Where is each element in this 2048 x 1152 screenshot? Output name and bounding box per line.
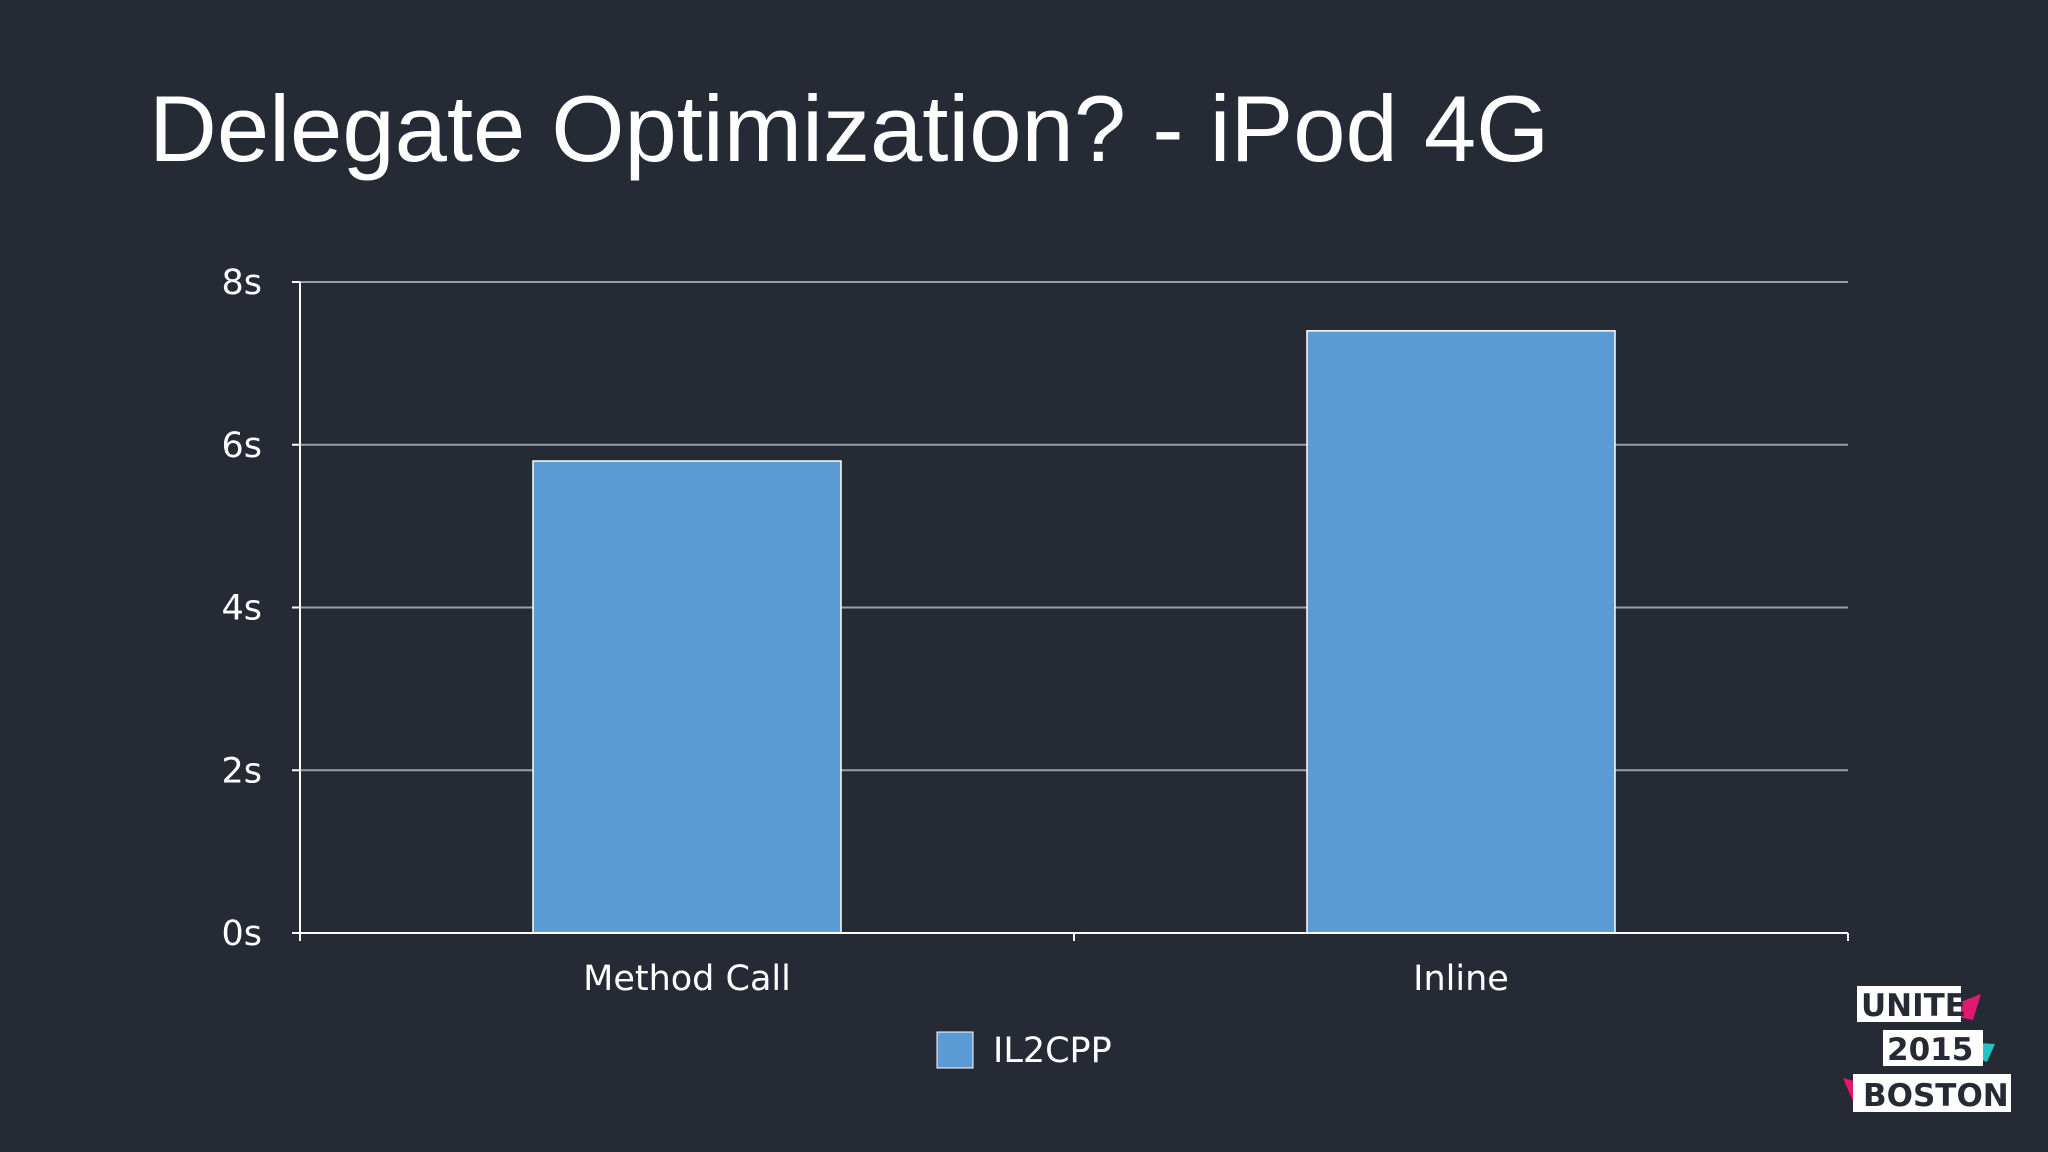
legend-label: IL2CPP [993,1031,1112,1071]
y-tick-label: 0s [221,914,262,954]
x-tick-label: Inline [1413,959,1509,999]
bar [532,460,842,934]
x-tick-label: Method Call [583,959,791,999]
axes [292,281,1849,941]
logo-box-year [1883,1030,1983,1066]
y-tick-label: 6s [221,426,262,466]
y-tick-label: 4s [221,589,262,629]
slide-title: Delegate Optimization? - iPod 4G [149,76,1550,181]
logo-text-boston: BOSTON [1863,1078,2009,1114]
legend: IL2CPP [936,1031,1112,1071]
legend-swatch [936,1031,974,1069]
unite-boston-logo: UNITE 2015 BOSTON [1843,986,2011,1114]
y-tick-label: 2s [221,751,262,791]
logo-text-year: 2015 [1887,1032,1973,1068]
bar [1306,330,1616,934]
logo-box-unite [1857,986,1961,1022]
y-tick-label: 8s [221,263,262,303]
tick-labels: 0s 2s 4s 6s 8s Method Call Inline [221,263,1508,999]
logo-text-unite: UNITE [1861,988,1966,1024]
logo-box-boston [1853,1074,2011,1112]
gridlines [300,281,1848,772]
bars [532,330,1616,934]
